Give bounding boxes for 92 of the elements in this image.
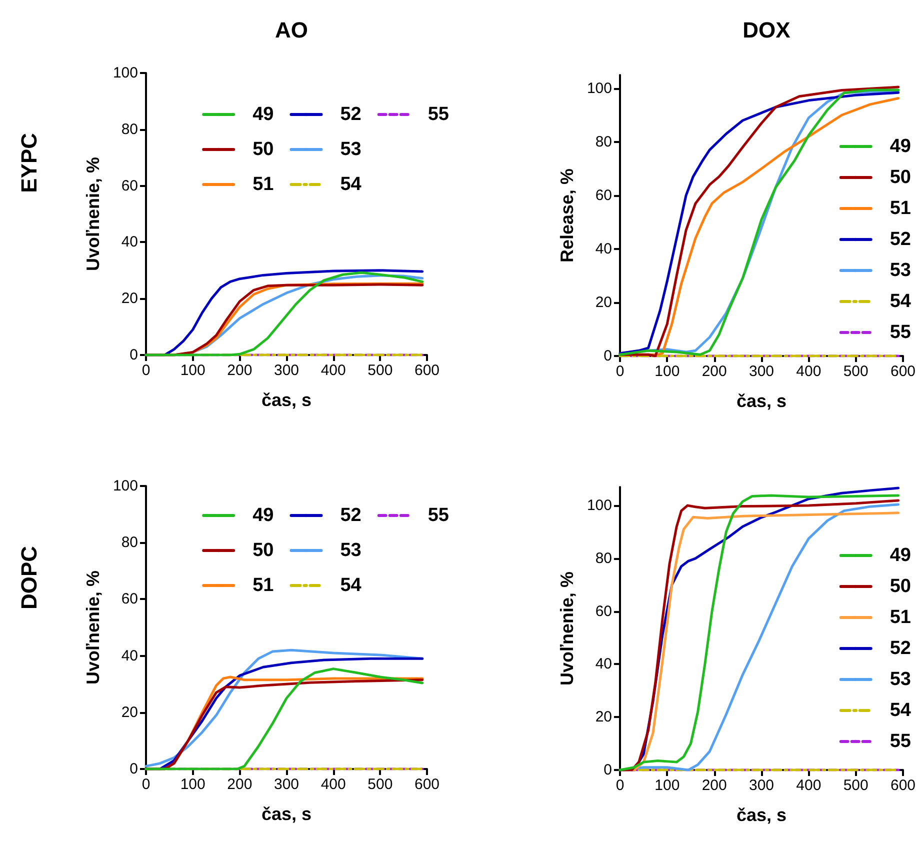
legend-label: 53 [340, 540, 362, 561]
x-tick-label: 500 [843, 363, 868, 380]
x-axis-title: čas, s [261, 390, 312, 410]
x-tick-label: 600 [414, 362, 440, 379]
y-tick-label: 0 [604, 348, 612, 364]
legend-label: 51 [890, 198, 912, 219]
y-tick-label: 40 [595, 656, 612, 673]
y-tick-label: 40 [121, 234, 138, 251]
legend-label: 49 [252, 104, 274, 125]
x-tick-label: 0 [142, 776, 150, 793]
x-tick-label: 500 [368, 362, 393, 379]
y-tick-label: 100 [586, 497, 612, 514]
x-tick-label: 400 [320, 776, 346, 793]
legend-label: 51 [252, 575, 274, 596]
y-tick-label: 60 [121, 590, 138, 608]
y-tick-label: 40 [121, 647, 138, 664]
legend-label: 49 [252, 505, 274, 526]
y-tick-label: 80 [595, 550, 612, 567]
x-tick-label: 200 [227, 362, 252, 379]
legend-label: 55 [428, 104, 450, 125]
x-tick-label: 300 [274, 776, 300, 793]
y-axis-title: Uvoľnenie, % [83, 570, 104, 684]
legend-label: 54 [890, 700, 912, 721]
y-axis-title: Uvoľnenie, % [83, 157, 104, 271]
y-tick-label: 20 [121, 704, 138, 721]
y-tick-label: 60 [595, 602, 612, 620]
y-tick-label: 100 [586, 80, 612, 97]
y-tick-label: 20 [121, 290, 138, 308]
legend-label: 54 [890, 291, 912, 312]
x-tick-label: 0 [142, 362, 150, 379]
x-tick-label: 0 [616, 363, 624, 380]
legend-label: 50 [890, 167, 912, 188]
x-axis-title: čas, s [261, 804, 312, 824]
y-axis-title: Uvoľnenie, % [557, 572, 578, 686]
y-tick-label: 0 [604, 762, 612, 778]
y-tick-label: 60 [121, 177, 138, 194]
y-tick-label: 20 [595, 708, 612, 726]
chart-title: AO [275, 18, 308, 42]
x-tick-label: 100 [654, 777, 680, 794]
y-tick-label: 0 [130, 346, 138, 364]
legend-label: 49 [890, 136, 912, 157]
legend-label: 51 [890, 607, 912, 628]
x-tick-label: 300 [274, 362, 300, 379]
x-tick-label: 200 [702, 777, 727, 794]
legend-label: 55 [428, 505, 450, 526]
x-tick-label: 400 [796, 777, 822, 794]
legend-label: 54 [340, 575, 362, 596]
x-tick-label: 300 [748, 777, 774, 794]
legend-label: 52 [890, 638, 912, 659]
legend-label: 50 [890, 576, 912, 597]
x-tick-label: 100 [654, 363, 680, 380]
x-tick-label: 0 [616, 777, 624, 794]
y-axis-title: Release, % [557, 168, 578, 263]
x-axis-title: čas, s [736, 391, 787, 411]
x-tick-label: 600 [414, 776, 440, 793]
legend-label: 53 [340, 139, 362, 160]
legend-label: 52 [340, 505, 362, 526]
legend-label: 50 [252, 139, 274, 160]
x-tick-label: 600 [890, 777, 916, 794]
text: DOPC [16, 546, 42, 610]
x-tick-label: 500 [368, 776, 393, 793]
legend-label: 52 [340, 104, 362, 125]
legend-label: 55 [890, 731, 912, 752]
y-tick-label: 80 [121, 534, 138, 552]
y-tick-label: 40 [595, 240, 612, 258]
y-tick-label: 60 [595, 186, 612, 204]
x-tick-label: 400 [796, 363, 822, 380]
x-tick-label: 200 [702, 363, 727, 380]
legend-label: 50 [252, 540, 274, 561]
y-tick-label: 100 [112, 64, 138, 82]
legend-label: 55 [890, 322, 912, 343]
y-tick-label: 100 [112, 478, 138, 494]
x-tick-label: 200 [227, 776, 252, 793]
legend-label: 51 [252, 174, 274, 195]
x-tick-label: 300 [748, 363, 774, 380]
chart-title: DOX [742, 18, 791, 42]
legend-label: 49 [890, 545, 912, 566]
x-tick-label: 500 [843, 777, 868, 794]
x-axis-title: čas, s [736, 805, 787, 825]
legend-label: 52 [890, 229, 912, 250]
text: EYPC [16, 132, 42, 193]
y-tick-label: 20 [595, 294, 612, 311]
x-tick-label: 100 [180, 362, 206, 379]
x-tick-label: 100 [180, 776, 206, 793]
legend-label: 53 [890, 260, 912, 281]
x-tick-label: 400 [320, 362, 346, 379]
y-tick-label: 80 [595, 133, 612, 150]
y-tick-label: 80 [121, 120, 138, 138]
y-tick-label: 0 [130, 760, 138, 778]
x-tick-label: 600 [890, 363, 916, 380]
legend-label: 53 [890, 669, 912, 690]
legend-label: 54 [340, 174, 362, 195]
